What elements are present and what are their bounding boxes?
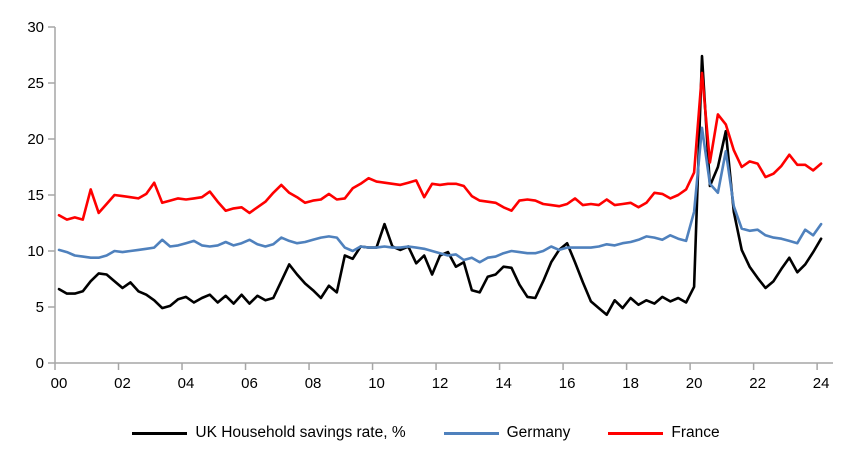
x-tick-label: 24 xyxy=(813,375,830,392)
x-tick-label: 12 xyxy=(432,375,449,392)
y-tick-label: 25 xyxy=(27,75,44,92)
legend-item-uk: UK Household savings rate, % xyxy=(132,424,406,442)
legend-label-germany: Germany xyxy=(506,424,571,441)
series-line-germany xyxy=(57,126,823,264)
savings-rate-line-chart: 0 5 10 15 20 25 30 00 02 04 06 08 10 12 14 16 18 20 22 24 xyxy=(27,19,833,392)
x-tick-label: 20 xyxy=(686,375,703,392)
y-tick-label: 10 xyxy=(27,243,44,260)
legend-item-germany: Germany xyxy=(443,424,571,442)
x-tick-label: 06 xyxy=(241,375,258,392)
y-tick-label: 20 xyxy=(27,131,44,148)
y-tick-label: 5 xyxy=(36,299,44,316)
y-tick-label: 0 xyxy=(36,355,44,372)
x-tick-label: 16 xyxy=(559,375,576,392)
chart-legend: UK Household savings rate, % Germany Fra… xyxy=(0,424,852,442)
x-tick-label: 00 xyxy=(51,375,68,392)
x-tick-label: 22 xyxy=(749,375,766,392)
series-line-uk-household-savings-rate xyxy=(57,54,823,317)
x-tick-label: 04 xyxy=(178,375,195,392)
legend-label-uk: UK Household savings rate, % xyxy=(195,424,406,441)
legend-label-france: France xyxy=(671,424,720,441)
x-tick-label: 08 xyxy=(305,375,322,392)
y-tick-label: 30 xyxy=(27,19,44,36)
legend-line-sample-uk xyxy=(132,431,188,435)
legend-line-sample-france xyxy=(608,431,664,435)
legend-line-sample-germany xyxy=(443,431,499,435)
x-tick-label: 02 xyxy=(114,375,131,392)
x-tick-label: 18 xyxy=(622,375,639,392)
x-tick-label: 14 xyxy=(495,375,512,392)
legend-item-france: France xyxy=(608,424,720,442)
x-tick-label: 10 xyxy=(368,375,385,392)
y-tick-label: 15 xyxy=(27,187,44,204)
series-line-france xyxy=(57,71,823,221)
